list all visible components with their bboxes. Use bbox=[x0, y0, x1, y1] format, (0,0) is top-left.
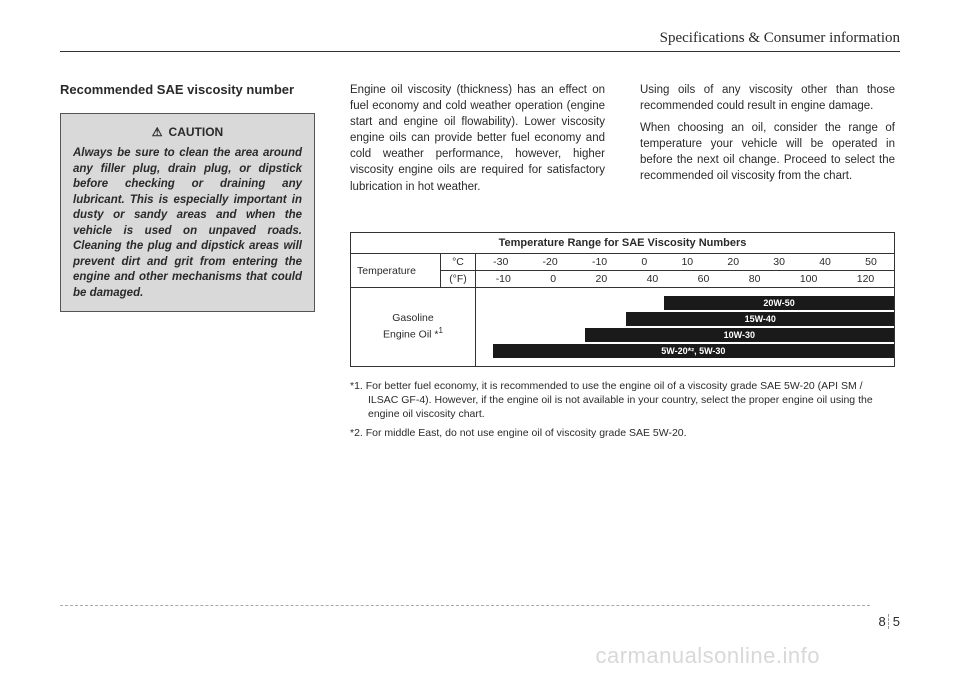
caution-text: Always be sure to clean the area around … bbox=[73, 146, 302, 301]
chart-title: Temperature Range for SAE Viscosity Numb… bbox=[351, 233, 894, 254]
chart-table: Temperature Range for SAE Viscosity Numb… bbox=[350, 232, 895, 367]
scale-tick: -10 bbox=[592, 256, 607, 268]
scale-tick: 120 bbox=[857, 273, 875, 285]
viscosity-chart: Temperature Range for SAE Viscosity Numb… bbox=[350, 232, 895, 444]
temperature-row: Temperature °C (°F) -30 -20 -10 0 10 20 30 40 50… bbox=[351, 254, 894, 288]
page-section: 8 bbox=[879, 614, 886, 629]
scale-tick: 10 bbox=[681, 256, 693, 268]
page-number: 5 bbox=[888, 614, 900, 629]
column-1: Recommended SAE viscosity number CAUTION… bbox=[60, 82, 315, 312]
chart-footnotes: *1. For better fuel economy, it is recom… bbox=[350, 379, 895, 440]
scale-tick: 40 bbox=[819, 256, 831, 268]
scale-tick: -30 bbox=[493, 256, 508, 268]
scale-tick: 20 bbox=[727, 256, 739, 268]
scale-tick: -20 bbox=[543, 256, 558, 268]
scale-tick: 20 bbox=[596, 273, 608, 285]
oil-label: GasolineEngine Oil *1 bbox=[351, 288, 476, 366]
temp-label: Temperature bbox=[351, 254, 441, 287]
scale-tick: 0 bbox=[550, 273, 556, 285]
viscosity-bar: 20W-50 bbox=[664, 296, 894, 310]
column-2: Engine oil viscosity (thickness) has an … bbox=[350, 82, 605, 195]
scale-tick: 50 bbox=[865, 256, 877, 268]
scale-tick: 80 bbox=[749, 273, 761, 285]
scale-tick: 30 bbox=[773, 256, 785, 268]
caution-box: CAUTION Always be sure to clean the area… bbox=[60, 113, 315, 312]
section-subtitle: Recommended SAE viscosity number bbox=[60, 82, 315, 99]
viscosity-bar: 10W-30 bbox=[585, 328, 894, 342]
footnote-2: *2. For middle East, do not use engine o… bbox=[350, 426, 895, 440]
scale-tick: -10 bbox=[496, 273, 511, 285]
scale-tick: 40 bbox=[647, 273, 659, 285]
oil-label-sup: 1 bbox=[439, 326, 443, 335]
header-title: Specifications & Consumer information bbox=[60, 30, 900, 47]
temp-units: °C (°F) bbox=[441, 254, 476, 287]
scale-tick: 100 bbox=[800, 273, 818, 285]
scale-tick: 60 bbox=[698, 273, 710, 285]
page-header: Specifications & Consumer information bbox=[60, 30, 900, 52]
unit-fahrenheit: (°F) bbox=[441, 271, 475, 287]
scale-celsius: -30 -20 -10 0 10 20 30 40 50 bbox=[476, 254, 894, 271]
watermark: carmanualsonline.info bbox=[595, 643, 820, 669]
viscosity-bar: 5W-20*², 5W-30 bbox=[493, 344, 894, 358]
temp-scales: -30 -20 -10 0 10 20 30 40 50 -10 0 20 40 60 80 100 120 bbox=[476, 254, 894, 287]
oil-label-text: GasolineEngine Oil * bbox=[383, 312, 438, 340]
col2-text: Engine oil viscosity (thickness) has an … bbox=[350, 82, 605, 195]
oil-bars-area: 20W-50 15W-40 10W-30 5W-20*², 5W-30 bbox=[476, 288, 894, 366]
column-3: Using oils of any viscosity other than t… bbox=[640, 82, 895, 185]
page-footer: 85 bbox=[879, 614, 900, 629]
col3-text2: When choosing an oil, consider the range… bbox=[640, 120, 895, 184]
unit-celsius: °C bbox=[441, 254, 475, 271]
viscosity-bar: 15W-40 bbox=[626, 312, 894, 326]
scale-fahrenheit: -10 0 20 40 60 80 100 120 bbox=[476, 271, 894, 287]
footnote-1: *1. For better fuel economy, it is recom… bbox=[350, 379, 895, 422]
scale-tick: 0 bbox=[641, 256, 647, 268]
col3-text1: Using oils of any viscosity other than t… bbox=[640, 82, 895, 114]
oil-row: GasolineEngine Oil *1 20W-50 15W-40 10W-30… bbox=[351, 288, 894, 366]
caution-label: CAUTION bbox=[73, 124, 302, 140]
footer-dashed-line bbox=[60, 605, 870, 606]
